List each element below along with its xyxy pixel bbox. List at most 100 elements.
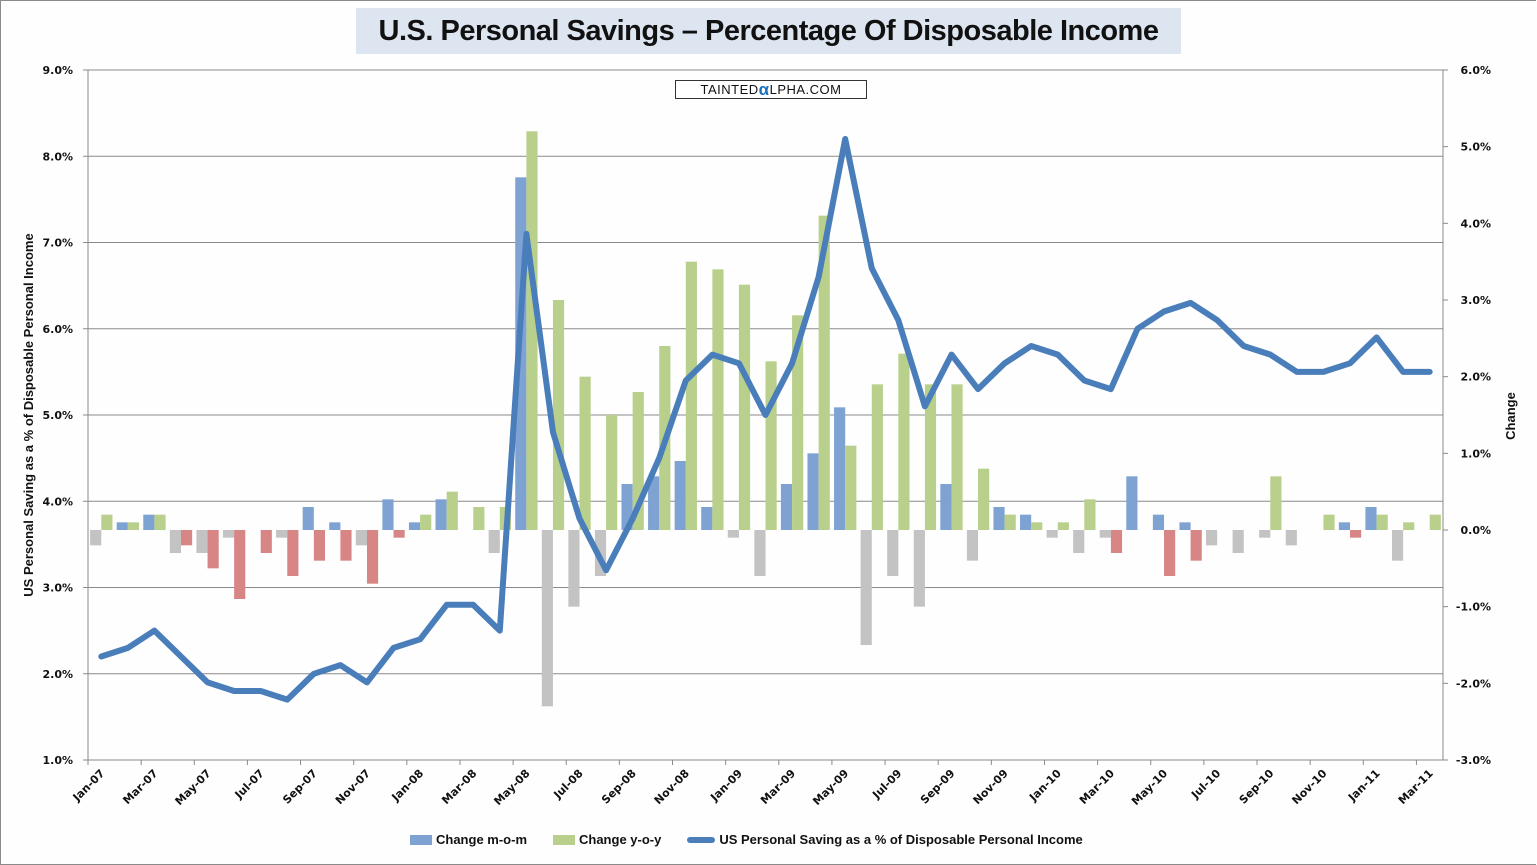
bar-mom (834, 407, 846, 530)
left-y-tick-label: 4.0% (42, 495, 73, 508)
bar-mom (913, 530, 925, 607)
legend-label-savings: US Personal Saving as a % of Disposable … (719, 832, 1083, 847)
bar-mom (1391, 530, 1404, 561)
chart-title-box: U.S. Personal Savings – Percentage Of Di… (356, 8, 1181, 54)
legend: Change m-o-m Change y-o-y US Personal Sa… (410, 832, 1109, 847)
bar-mom (329, 522, 341, 530)
bar-yoy (1057, 522, 1069, 530)
bar-yoy (1270, 476, 1282, 530)
bar-mom (435, 499, 447, 530)
x-tick-label: Jan-08 (389, 767, 427, 805)
right-y-tick-label: -3.0% (1456, 754, 1491, 767)
bar-yoy (1403, 522, 1415, 530)
bar-yoy (632, 392, 644, 530)
right-y-tick-label: 6.0% (1460, 64, 1491, 77)
x-tick-label: Sep-09 (918, 767, 958, 807)
bar-yoy (101, 514, 113, 530)
x-tick-label: Nov-07 (333, 767, 373, 807)
logo-text-before: TAINTED (700, 82, 759, 97)
legend-item-savings: US Personal Saving as a % of Disposable … (687, 832, 1083, 847)
bar-mom (807, 453, 819, 530)
left-y-tick-label: 8.0% (42, 150, 73, 163)
x-tick-label: Sep-10 (1237, 767, 1277, 807)
bar-yoy (313, 530, 325, 561)
bar-mom (966, 530, 979, 561)
bar-yoy (340, 530, 352, 561)
bar-mom (408, 522, 421, 530)
bar-yoy (1084, 499, 1096, 530)
logo-alpha: α (758, 79, 770, 99)
bar-yoy (1164, 530, 1176, 576)
x-tick-label: Sep-07 (280, 767, 320, 807)
x-tick-label: Mar-09 (758, 767, 798, 807)
bar-mom (780, 484, 793, 530)
x-tick-label: Jul-10 (1188, 767, 1223, 802)
right-y-tick-label: 0.0% (1460, 524, 1491, 537)
x-tick-label: Mar-10 (1077, 767, 1117, 807)
x-tick-label: Nov-08 (652, 767, 692, 807)
right-y-tick-label: -2.0% (1456, 677, 1491, 690)
bar-yoy (1031, 522, 1043, 530)
bar-mom (1232, 530, 1244, 553)
bar-mom (1126, 476, 1138, 530)
bar-yoy (898, 353, 910, 530)
bar-mom (169, 530, 181, 553)
bar-yoy (712, 269, 724, 530)
x-tick-label: Jan-11 (1345, 767, 1383, 805)
bar-yoy (526, 131, 538, 531)
axes (83, 69, 1448, 765)
chart-title: U.S. Personal Savings – Percentage Of Di… (378, 14, 1159, 47)
left-y-tick-label: 9.0% (42, 64, 73, 77)
legend-swatch-yoy (553, 834, 575, 845)
bar-mom (1179, 522, 1191, 530)
bar-yoy (765, 361, 777, 530)
bar-yoy (393, 530, 405, 538)
legend-item-yoy: Change y-o-y (553, 832, 661, 847)
bar-yoy (1110, 530, 1123, 553)
bar-yoy (978, 468, 990, 530)
bar-yoy (845, 445, 857, 530)
right-y-tick-label: -1.0% (1456, 601, 1491, 614)
bar-yoy (1004, 514, 1016, 530)
bar-mom (1285, 530, 1297, 546)
bar-mom (754, 530, 766, 576)
bar-mom (621, 484, 633, 530)
x-tick-label: May-10 (1129, 767, 1170, 808)
bar-yoy (606, 415, 618, 530)
bar-mom (1365, 507, 1377, 530)
bar-mom (993, 507, 1005, 530)
bar-yoy (924, 384, 937, 530)
bar-mom (1020, 514, 1032, 530)
bar-yoy (420, 514, 432, 530)
x-ticks: Jan-07 Mar-07 May-07 Jul-07 Sep-07 Nov-07 Jan-… (70, 767, 1436, 808)
bar-yoy (1376, 514, 1388, 530)
bar-mom (222, 530, 235, 538)
bar-yoy (1350, 530, 1362, 538)
legend-swatch-mom (410, 834, 432, 845)
bar-mom (90, 530, 102, 546)
right-y-tick-label: 3.0% (1460, 294, 1491, 307)
bar-yoy (180, 530, 193, 546)
x-tick-label: May-09 (810, 767, 851, 808)
legend-item-mom: Change m-o-m (410, 832, 527, 847)
bar-yoy (951, 384, 963, 530)
logo-text-after: LPHA.COM (769, 82, 842, 97)
bar-mom (355, 530, 367, 546)
bar-mom (860, 530, 872, 645)
legend-label-mom: Change m-o-m (436, 832, 527, 847)
bar-mom (541, 530, 553, 707)
bar-yoy (818, 215, 830, 530)
bar-mom (1206, 530, 1218, 546)
x-tick-label: Nov-09 (971, 767, 1011, 807)
bar-yoy (685, 261, 697, 530)
bar-yoy (366, 530, 379, 584)
legend-label-yoy: Change y-o-y (579, 832, 662, 847)
x-tick-label: Nov-10 (1289, 767, 1329, 807)
bar-mom (674, 461, 686, 530)
bar-yoy (446, 491, 458, 530)
legend-swatch-savings (687, 836, 716, 843)
bar-mom (1338, 522, 1351, 530)
left-y-tick-label: 1.0% (42, 754, 73, 767)
left-y-tick-label: 5.0% (42, 409, 73, 422)
bar-yoy (871, 384, 883, 530)
